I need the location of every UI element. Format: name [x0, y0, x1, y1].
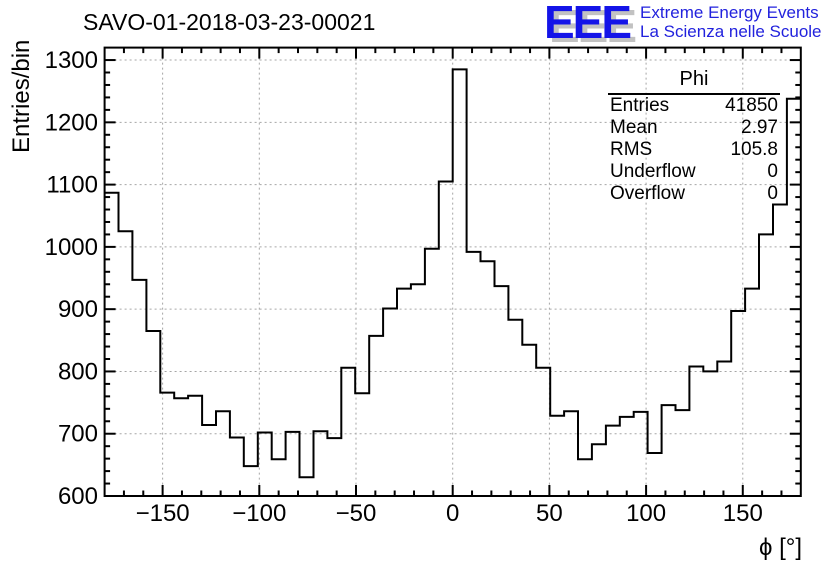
- eee-logo: EEE Extreme Energy Events La Scienza nelle…: [544, 0, 822, 46]
- stats-box-title: Phi: [608, 68, 780, 95]
- svg-text:150: 150: [723, 500, 763, 527]
- svg-text:1300: 1300: [45, 47, 98, 74]
- eee-logo-line1: Extreme Energy Events: [640, 3, 819, 22]
- stat-value: 0: [767, 161, 778, 182]
- svg-text:−150: −150: [136, 500, 190, 527]
- eee-logo-text: Extreme Energy Events La Scienza nelle Sc…: [640, 0, 821, 41]
- svg-text:50: 50: [536, 500, 563, 527]
- svg-text:600: 600: [58, 483, 98, 510]
- gridlines: [104, 47, 801, 497]
- stats-row-underflow: Underflow 0: [608, 161, 780, 183]
- stats-row-entries: Entries 41850: [608, 95, 780, 117]
- axis-ticks: [104, 47, 801, 497]
- svg-text:−50: −50: [336, 500, 377, 527]
- svg-text:900: 900: [58, 296, 98, 323]
- stat-label: Mean: [610, 117, 658, 138]
- svg-text:−100: −100: [232, 500, 286, 527]
- tick-labels: −150 −100 −50 0 50 100 150 600 700 800 900 1000 1100…: [45, 47, 763, 527]
- y-axis-title: Entries/bin: [8, 39, 35, 153]
- stat-label: Underflow: [610, 161, 696, 182]
- stats-row-rms: RMS 105.8: [608, 139, 780, 161]
- stat-value: 0: [767, 183, 778, 204]
- stat-value: 41850: [725, 95, 778, 116]
- stat-value: 2.97: [741, 117, 778, 138]
- stat-label: Overflow: [610, 183, 685, 204]
- eee-logo-letters: EEE: [544, 0, 632, 48]
- svg-text:0: 0: [446, 500, 459, 527]
- stat-value: 105.8: [730, 139, 778, 160]
- stats-row-mean: Mean 2.97: [608, 117, 780, 139]
- svg-text:1200: 1200: [45, 109, 98, 136]
- eee-logo-line2: La Scienza nelle Scuole: [640, 22, 822, 41]
- x-axis-title: ϕ [°]: [758, 534, 802, 561]
- histogram-line: [104, 68, 801, 479]
- svg-text:800: 800: [58, 358, 98, 385]
- svg-text:1000: 1000: [45, 234, 98, 261]
- svg-text:100: 100: [626, 500, 666, 527]
- stats-box: Phi Entries 41850 Mean 2.97 RMS 105.8 Un…: [608, 68, 780, 205]
- stat-label: RMS: [610, 139, 653, 160]
- stat-label: Entries: [610, 95, 670, 116]
- plot-title: SAVO-01-2018-03-23-00021: [83, 9, 376, 35]
- stats-row-overflow: Overflow 0: [608, 183, 780, 205]
- svg-text:700: 700: [58, 421, 98, 448]
- svg-text:1100: 1100: [46, 172, 98, 199]
